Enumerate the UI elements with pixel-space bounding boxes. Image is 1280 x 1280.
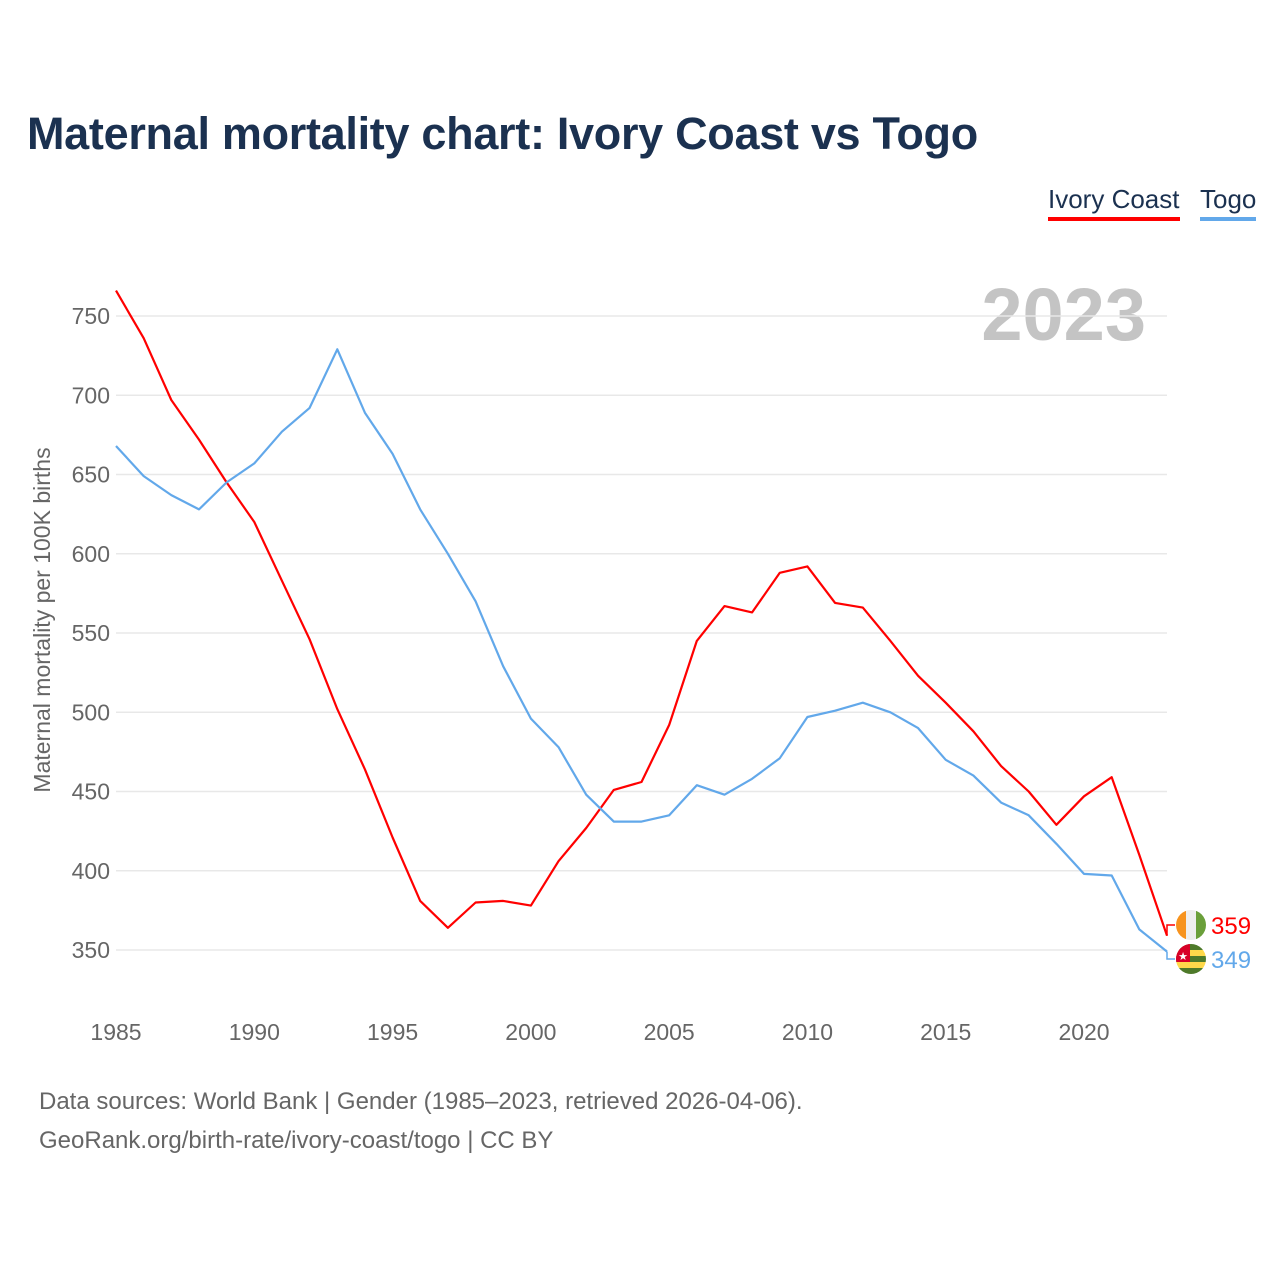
y-tick-label: 700	[72, 382, 110, 408]
y-tick-label: 400	[72, 858, 110, 884]
x-tick-label: 2000	[505, 1019, 556, 1045]
x-tick-label: 1995	[367, 1019, 418, 1045]
y-axis-label: Maternal mortality per 100K births	[29, 447, 55, 792]
end-leader	[1166, 924, 1175, 936]
series-line-ivory-coast	[115, 290, 1169, 937]
y-tick-label: 750	[72, 303, 110, 329]
footer-attribution: GeoRank.org/birth-rate/ivory-coast/togo …	[39, 1127, 554, 1154]
ivory-coast-flag-icon	[1176, 910, 1206, 940]
y-tick-label: 350	[72, 937, 110, 963]
end-value-label-togo: 349	[1211, 947, 1251, 974]
year-watermark: 2023	[981, 273, 1146, 356]
legend-item-ivory-coast[interactable]: Ivory Coast	[1048, 184, 1180, 221]
legend-item-togo[interactable]: Togo	[1200, 184, 1257, 221]
x-tick-label: 1985	[90, 1019, 141, 1045]
end-leader	[1166, 951, 1175, 960]
x-tick-label: 2005	[644, 1019, 695, 1045]
y-tick-label: 450	[72, 779, 110, 805]
chart-title: Maternal mortality chart: Ivory Coast vs…	[27, 108, 978, 159]
x-tick-label: 2015	[920, 1019, 971, 1045]
y-tick-label: 500	[72, 699, 110, 725]
svg-text:★: ★	[1178, 951, 1188, 963]
end-value-label-ivory-coast: 359	[1211, 913, 1251, 940]
footer-sources: Data sources: World Bank | Gender (1985–…	[39, 1088, 803, 1115]
y-tick-label: 650	[72, 462, 110, 488]
series-line-togo	[115, 348, 1168, 953]
x-tick-label: 1990	[229, 1019, 280, 1045]
y-tick-label: 600	[72, 541, 110, 567]
togo-flag-icon: ★	[1176, 944, 1206, 974]
y-tick-label: 550	[72, 620, 110, 646]
x-tick-label: 2010	[782, 1019, 833, 1045]
x-tick-label: 2020	[1058, 1019, 1109, 1045]
